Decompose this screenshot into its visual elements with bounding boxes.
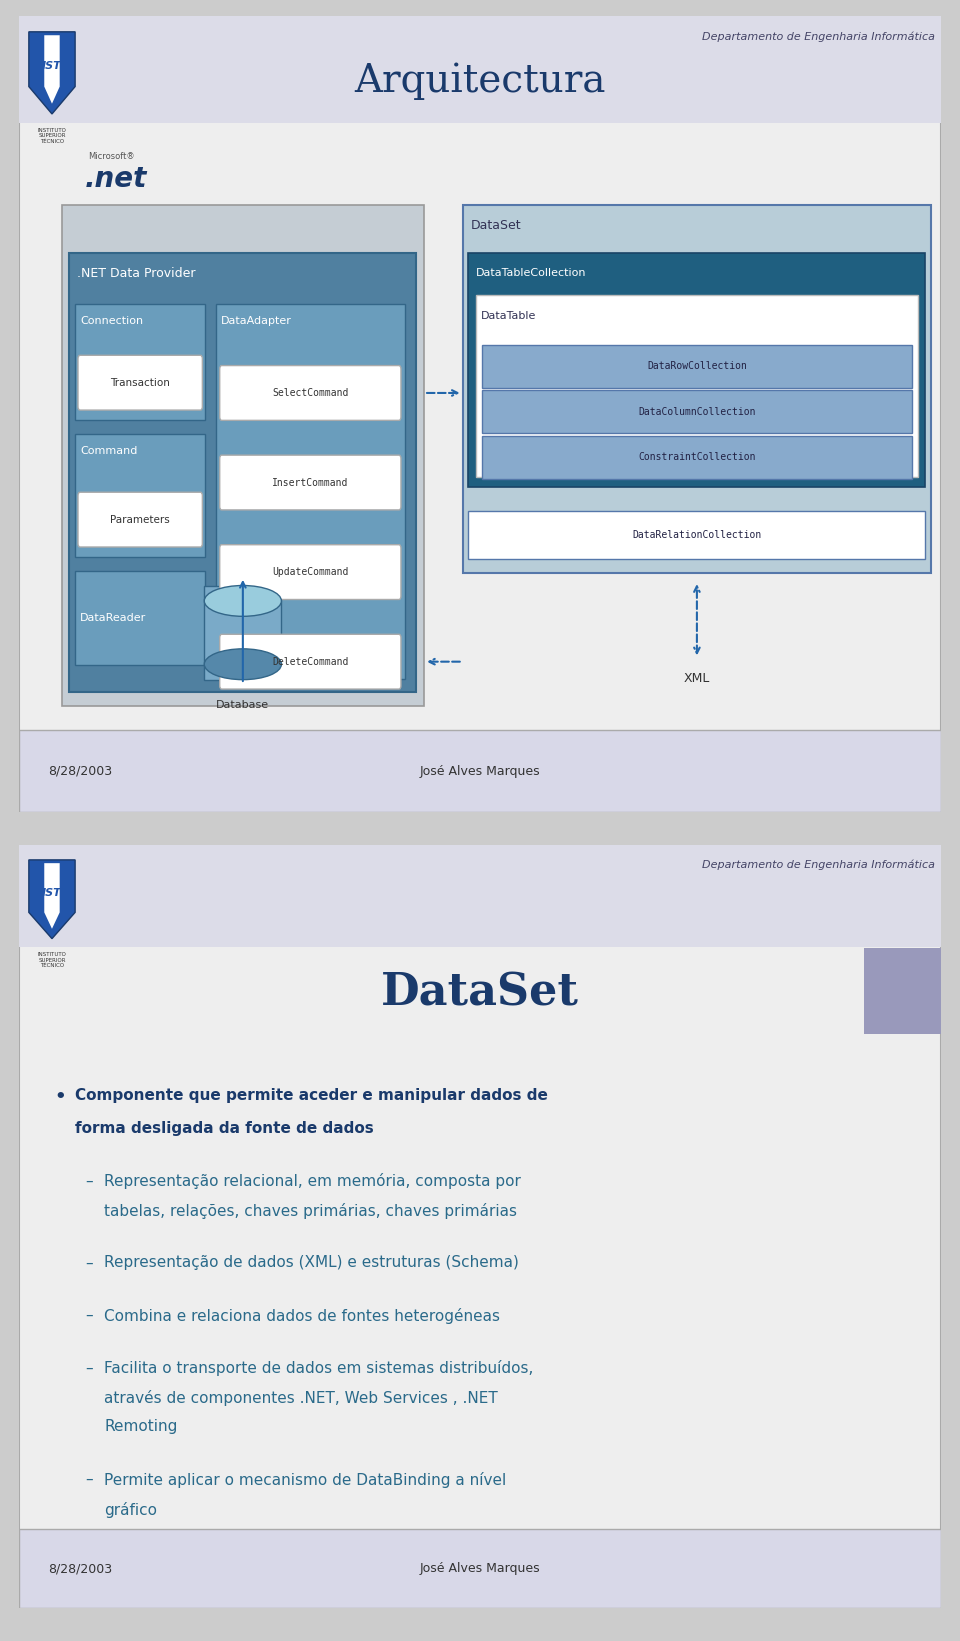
FancyBboxPatch shape <box>19 730 941 812</box>
Text: UpdateCommand: UpdateCommand <box>272 568 348 578</box>
Text: Parameters: Parameters <box>110 515 170 525</box>
Text: DataTable: DataTable <box>481 310 537 322</box>
Text: IST: IST <box>42 888 61 898</box>
Polygon shape <box>44 34 60 103</box>
FancyBboxPatch shape <box>69 253 417 693</box>
Text: XML: XML <box>684 673 710 686</box>
FancyBboxPatch shape <box>220 455 401 510</box>
Text: Departamento de Engenharia Informática: Departamento de Engenharia Informática <box>702 860 935 870</box>
Text: Transaction: Transaction <box>110 377 170 387</box>
Text: DataColumnCollection: DataColumnCollection <box>638 407 756 417</box>
Text: –: – <box>84 1308 92 1323</box>
Text: tabelas, relações, chaves primárias, chaves primárias: tabelas, relações, chaves primárias, cha… <box>104 1203 517 1219</box>
Text: .net: .net <box>84 166 147 194</box>
Text: –: – <box>84 1255 92 1270</box>
Text: Facilita o transporte de dados em sistemas distribuídos,: Facilita o transporte de dados em sistem… <box>104 1360 534 1377</box>
FancyBboxPatch shape <box>216 304 405 679</box>
Text: 8/28/2003: 8/28/2003 <box>48 1562 112 1575</box>
Text: Combina e relaciona dados de fontes heterogéneas: Combina e relaciona dados de fontes hete… <box>104 1308 500 1324</box>
FancyBboxPatch shape <box>78 356 203 410</box>
Text: SelectCommand: SelectCommand <box>272 387 348 399</box>
Text: –: – <box>84 1360 92 1375</box>
Text: Database: Database <box>216 701 270 711</box>
Text: DataTableCollection: DataTableCollection <box>476 267 587 277</box>
Text: .NET Data Provider: .NET Data Provider <box>77 266 196 279</box>
FancyBboxPatch shape <box>19 1529 941 1608</box>
FancyBboxPatch shape <box>75 433 205 558</box>
FancyBboxPatch shape <box>75 304 205 420</box>
FancyBboxPatch shape <box>482 345 912 387</box>
FancyBboxPatch shape <box>468 253 925 487</box>
Text: 8/28/2003: 8/28/2003 <box>48 765 112 778</box>
Text: através de componentes .NET, Web Services , .NET: através de componentes .NET, Web Service… <box>104 1390 498 1406</box>
FancyBboxPatch shape <box>220 366 401 420</box>
Text: InsertCommand: InsertCommand <box>272 478 348 487</box>
Text: Command: Command <box>80 446 137 456</box>
FancyBboxPatch shape <box>19 16 941 812</box>
Text: ConstraintCollection: ConstraintCollection <box>638 453 756 463</box>
Ellipse shape <box>204 648 281 679</box>
FancyBboxPatch shape <box>220 635 401 689</box>
FancyBboxPatch shape <box>61 205 424 706</box>
Text: forma desligada da fonte de dados: forma desligada da fonte de dados <box>75 1121 373 1136</box>
Text: Departamento de Engenharia Informática: Departamento de Engenharia Informática <box>702 31 935 43</box>
FancyBboxPatch shape <box>75 571 205 665</box>
Text: Connection: Connection <box>80 317 143 327</box>
FancyBboxPatch shape <box>463 205 931 573</box>
Polygon shape <box>29 860 75 939</box>
Text: –: – <box>84 1173 92 1188</box>
Text: DataReader: DataReader <box>80 614 146 624</box>
Text: Representação de dados (XML) e estruturas (Schema): Representação de dados (XML) e estrutura… <box>104 1255 519 1270</box>
Text: DataAdapter: DataAdapter <box>221 317 292 327</box>
Text: DataSet: DataSet <box>381 971 579 1014</box>
Text: gráfico: gráfico <box>104 1502 157 1518</box>
Text: Arquitectura: Arquitectura <box>354 62 606 100</box>
Ellipse shape <box>204 586 281 617</box>
FancyBboxPatch shape <box>476 295 918 478</box>
Text: Permite aplicar o mecanismo de DataBinding a nível: Permite aplicar o mecanismo de DataBindi… <box>104 1472 506 1488</box>
Text: INSTITUTO
SUPERIOR
TÉCNICO: INSTITUTO SUPERIOR TÉCNICO <box>37 952 66 968</box>
Text: •: • <box>54 1088 65 1106</box>
Text: Representação relacional, em memória, composta por: Representação relacional, em memória, co… <box>104 1173 521 1190</box>
FancyBboxPatch shape <box>19 16 941 123</box>
Text: Remoting: Remoting <box>104 1419 178 1434</box>
FancyBboxPatch shape <box>220 545 401 599</box>
FancyBboxPatch shape <box>19 845 941 947</box>
Text: INSTITUTO
SUPERIOR
TÉCNICO: INSTITUTO SUPERIOR TÉCNICO <box>37 128 66 144</box>
FancyBboxPatch shape <box>468 510 925 560</box>
FancyBboxPatch shape <box>19 845 941 1608</box>
Text: Microsoft®: Microsoft® <box>88 153 135 161</box>
Text: IST: IST <box>42 61 61 71</box>
Text: José Alves Marques: José Alves Marques <box>420 1562 540 1575</box>
Text: DataSet: DataSet <box>470 218 521 231</box>
FancyBboxPatch shape <box>864 948 941 1034</box>
Text: DataRowCollection: DataRowCollection <box>647 361 747 371</box>
FancyBboxPatch shape <box>482 391 912 433</box>
FancyBboxPatch shape <box>482 437 912 479</box>
Text: Componente que permite aceder e manipular dados de: Componente que permite aceder e manipula… <box>75 1088 548 1103</box>
Polygon shape <box>44 863 60 929</box>
FancyBboxPatch shape <box>204 586 281 679</box>
Text: –: – <box>84 1472 92 1487</box>
FancyBboxPatch shape <box>78 492 203 546</box>
Text: José Alves Marques: José Alves Marques <box>420 765 540 778</box>
Text: DataRelationCollection: DataRelationCollection <box>633 530 761 540</box>
Text: DeleteCommand: DeleteCommand <box>272 656 348 666</box>
Polygon shape <box>29 31 75 113</box>
FancyBboxPatch shape <box>23 20 79 120</box>
